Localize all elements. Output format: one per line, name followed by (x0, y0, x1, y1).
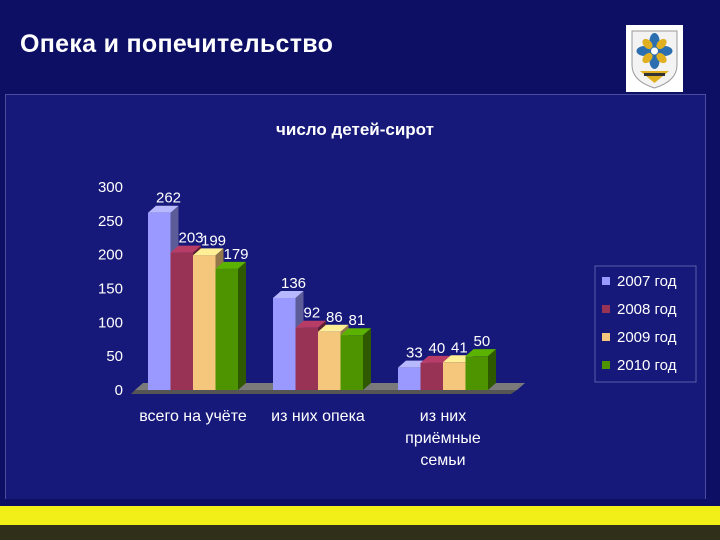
bar-top (318, 324, 349, 332)
bar-chart: число детей-сирот 0 50 100 150 200 250 300 262 1… (4, 93, 707, 502)
legend-swatch (602, 277, 610, 285)
legend-swatch (602, 333, 610, 341)
data-label: 86 (326, 309, 343, 326)
bar-side (488, 349, 496, 390)
legend-label: 2008 год (617, 301, 677, 318)
y-tick-label: 0 (115, 382, 123, 399)
y-tick-label: 150 (98, 281, 123, 298)
category-label: семьи (420, 452, 465, 469)
bar (465, 356, 488, 390)
legend-label: 2009 год (617, 329, 677, 346)
data-label: 40 (429, 340, 446, 357)
bar-side (238, 261, 246, 390)
data-label: 33 (406, 345, 423, 362)
bar (443, 362, 466, 390)
bar (340, 335, 363, 390)
bar (170, 252, 193, 390)
legend-box (594, 265, 697, 383)
data-label: 179 (224, 246, 249, 263)
data-label: 199 (201, 232, 226, 249)
bar (215, 268, 238, 390)
y-tick-label: 250 (98, 213, 123, 230)
data-label: 92 (304, 305, 321, 322)
bar-top (193, 248, 224, 256)
bar (193, 255, 216, 390)
category-label: всего на учёте (139, 408, 247, 425)
bar-top (420, 355, 451, 363)
bar-top (148, 205, 179, 213)
bar-top (273, 290, 304, 298)
bar (318, 331, 341, 390)
legend-label: 2010 год (617, 357, 677, 374)
category-label: из них опека (271, 408, 365, 425)
footer-accent-bar (0, 506, 720, 525)
y-tick-label: 50 (106, 348, 123, 365)
category-label: из них (420, 408, 467, 425)
bar-top (295, 320, 326, 328)
bar (295, 327, 318, 390)
data-label: 203 (179, 230, 204, 247)
bar (273, 297, 296, 390)
bar (420, 362, 443, 390)
bar (148, 212, 171, 390)
bar-side (363, 328, 371, 390)
chart-floor-edge (131, 390, 517, 394)
slide-title: Опека и попечительство (20, 30, 334, 58)
y-tick-label: 100 (98, 314, 123, 331)
y-tick-label: 200 (98, 247, 123, 264)
data-label: 50 (474, 333, 491, 350)
data-label: 136 (281, 275, 306, 292)
chart-legend: 2007 год 2008 год 2009 год 2010 год (594, 265, 697, 383)
data-label: 81 (349, 312, 366, 329)
footer-bar (0, 525, 720, 540)
coat-of-arms-icon (626, 25, 683, 92)
bar-top (215, 261, 246, 269)
legend-label: 2007 год (617, 273, 677, 290)
chart-title: число детей-сирот (276, 120, 434, 139)
data-label: 41 (451, 339, 468, 356)
data-label: 262 (156, 190, 181, 207)
category-label: приёмные (405, 430, 481, 447)
bar (398, 367, 421, 390)
chart-frame: число детей-сирот 0 50 100 150 200 250 300 262 1… (4, 93, 707, 502)
bar-top (170, 245, 201, 253)
bar-top (465, 349, 496, 357)
footer-divider (0, 499, 720, 502)
legend-swatch (602, 361, 610, 369)
y-tick-label: 300 (98, 179, 123, 196)
bar-top (340, 328, 371, 336)
legend-swatch (602, 305, 610, 313)
